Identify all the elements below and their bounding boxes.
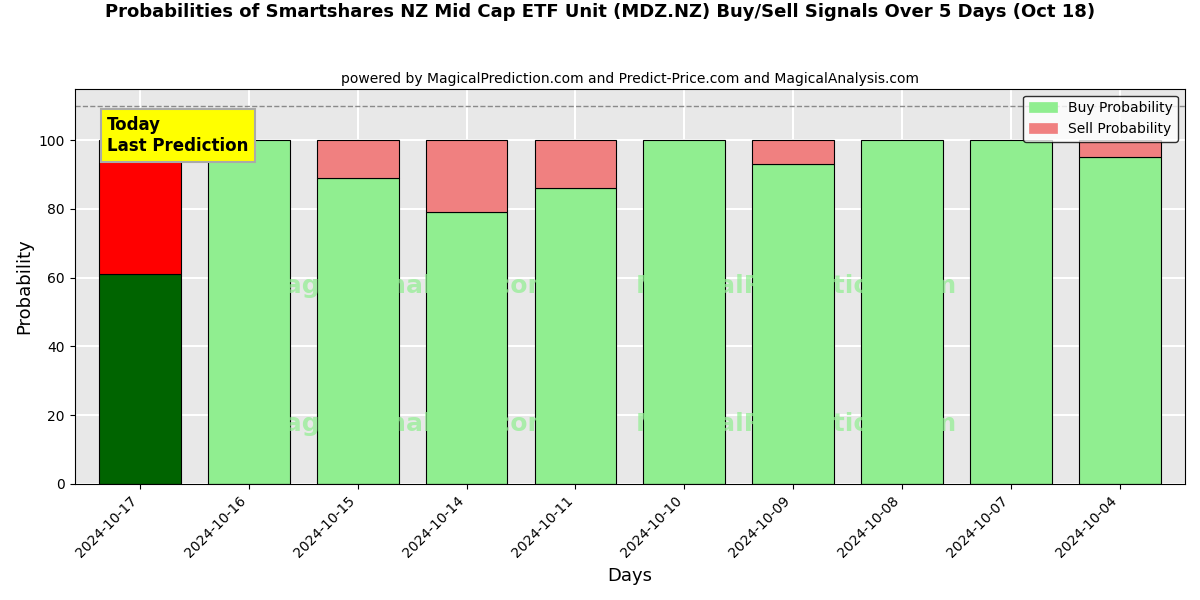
Text: MagicalPrediction.com: MagicalPrediction.com <box>636 274 958 298</box>
Text: MagicalAnalysis.com: MagicalAnalysis.com <box>260 274 554 298</box>
Bar <box>752 164 834 484</box>
Bar <box>317 178 398 484</box>
Bar <box>862 140 943 484</box>
Bar <box>317 140 398 178</box>
Bar <box>208 140 289 484</box>
Bar <box>970 140 1051 484</box>
Bar <box>752 140 834 164</box>
X-axis label: Days: Days <box>607 567 653 585</box>
Bar <box>426 140 508 212</box>
Bar <box>643 140 725 484</box>
Text: MagicalPrediction.com: MagicalPrediction.com <box>636 412 958 436</box>
Y-axis label: Probability: Probability <box>16 238 34 334</box>
Bar <box>534 188 617 484</box>
Text: Today
Last Prediction: Today Last Prediction <box>107 116 248 155</box>
Bar <box>1079 157 1160 484</box>
Text: Probabilities of Smartshares NZ Mid Cap ETF Unit (MDZ.NZ) Buy/Sell Signals Over : Probabilities of Smartshares NZ Mid Cap … <box>104 3 1096 21</box>
Bar <box>1079 140 1160 157</box>
Bar <box>100 140 181 274</box>
Legend: Buy Probability, Sell Probability: Buy Probability, Sell Probability <box>1024 95 1178 142</box>
Bar <box>100 274 181 484</box>
Bar <box>426 212 508 484</box>
Text: MagicalAnalysis.com: MagicalAnalysis.com <box>260 412 554 436</box>
Title: powered by MagicalPrediction.com and Predict-Price.com and MagicalAnalysis.com: powered by MagicalPrediction.com and Pre… <box>341 72 919 86</box>
Bar <box>534 140 617 188</box>
